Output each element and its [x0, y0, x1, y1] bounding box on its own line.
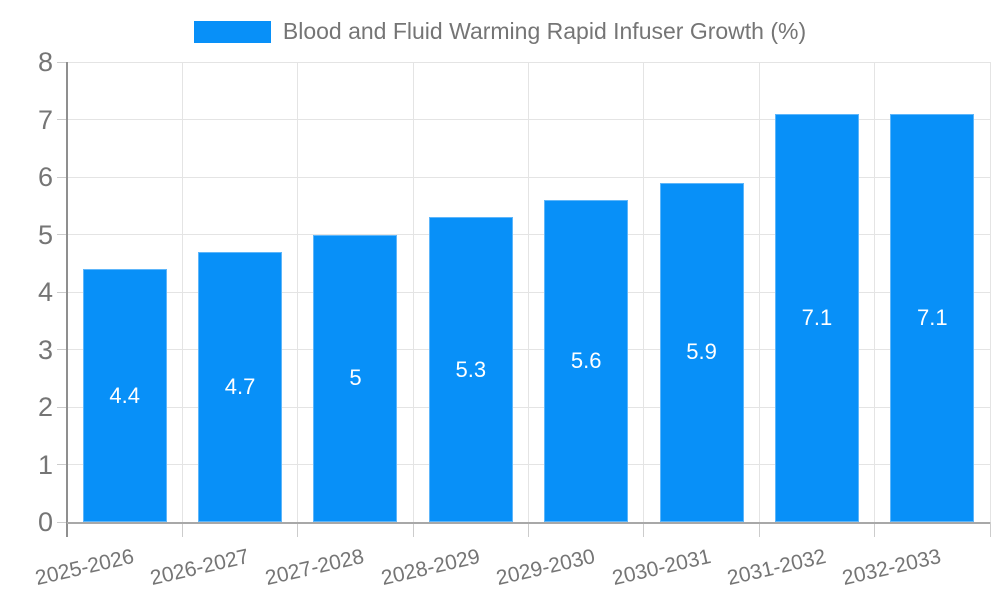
bar[interactable]: 7.1: [774, 113, 859, 522]
y-axis-tick: [57, 176, 67, 178]
bar-value-label: 5: [349, 365, 362, 391]
x-axis-tick: [412, 522, 414, 537]
legend-swatch-icon: [193, 20, 271, 43]
gridline-vertical: [758, 62, 760, 522]
y-axis-tick: [57, 464, 67, 465]
gridline-vertical: [528, 62, 529, 522]
bar[interactable]: 4.4: [82, 269, 167, 522]
x-axis-tick: [181, 522, 183, 537]
bar-value-label: 5.9: [686, 339, 717, 365]
gridline-vertical: [181, 62, 183, 522]
bar-value-label: 5.3: [455, 356, 487, 382]
y-tick-label: 2: [37, 392, 53, 422]
y-axis-tick: [57, 234, 67, 235]
gridline-vertical: [412, 62, 414, 522]
bar-value-label: 5.6: [570, 348, 602, 373]
y-axis-tick: [57, 119, 67, 120]
bar[interactable]: 5.9: [659, 182, 744, 522]
x-axis-tick: [643, 522, 645, 537]
bar-value-label: 4.4: [109, 382, 140, 408]
x-axis-tick: [989, 522, 991, 537]
y-tick-label: 6: [37, 162, 53, 192]
y-tick-label: 8: [37, 47, 53, 77]
y-axis-tick: [57, 349, 67, 350]
bar[interactable]: 7.1: [890, 113, 975, 522]
legend-label: Blood and Fluid Warming Rapid Infuser Gr…: [282, 18, 807, 44]
legend[interactable]: Blood and Fluid Warming Rapid Infuser Gr…: [0, 18, 1000, 45]
y-tick-label: 4: [37, 277, 53, 307]
bar[interactable]: 5.6: [544, 200, 629, 522]
x-axis-tick: [528, 522, 529, 537]
y-axis-tick: [57, 406, 67, 408]
x-axis-line: [67, 522, 990, 524]
y-tick-label: 5: [37, 219, 53, 250]
gridline-vertical: [989, 62, 991, 522]
bar[interactable]: 4.7: [198, 251, 283, 522]
bar[interactable]: 5.3: [428, 217, 513, 522]
gridline-vertical: [643, 62, 645, 522]
y-tick-label: 3: [37, 334, 53, 365]
bar-value-label: 7.1: [801, 304, 833, 330]
bar-value-label: 7.1: [917, 304, 948, 330]
x-axis-tick: [874, 522, 876, 537]
y-tick-label: 0: [37, 507, 53, 537]
bar-value-label: 4.7: [224, 373, 256, 399]
x-axis-tick: [297, 522, 299, 537]
gridline-vertical: [297, 62, 299, 522]
y-axis-tick: [57, 291, 67, 293]
x-axis-tick: [758, 522, 760, 537]
gridline-vertical: [874, 62, 876, 522]
y-tick-label: 1: [37, 449, 53, 480]
y-axis-tick: [57, 521, 67, 523]
y-tick-label: 7: [37, 104, 53, 135]
y-axis-tick: [57, 61, 67, 63]
bar[interactable]: 5: [313, 234, 398, 522]
y-axis-line: [66, 62, 68, 537]
